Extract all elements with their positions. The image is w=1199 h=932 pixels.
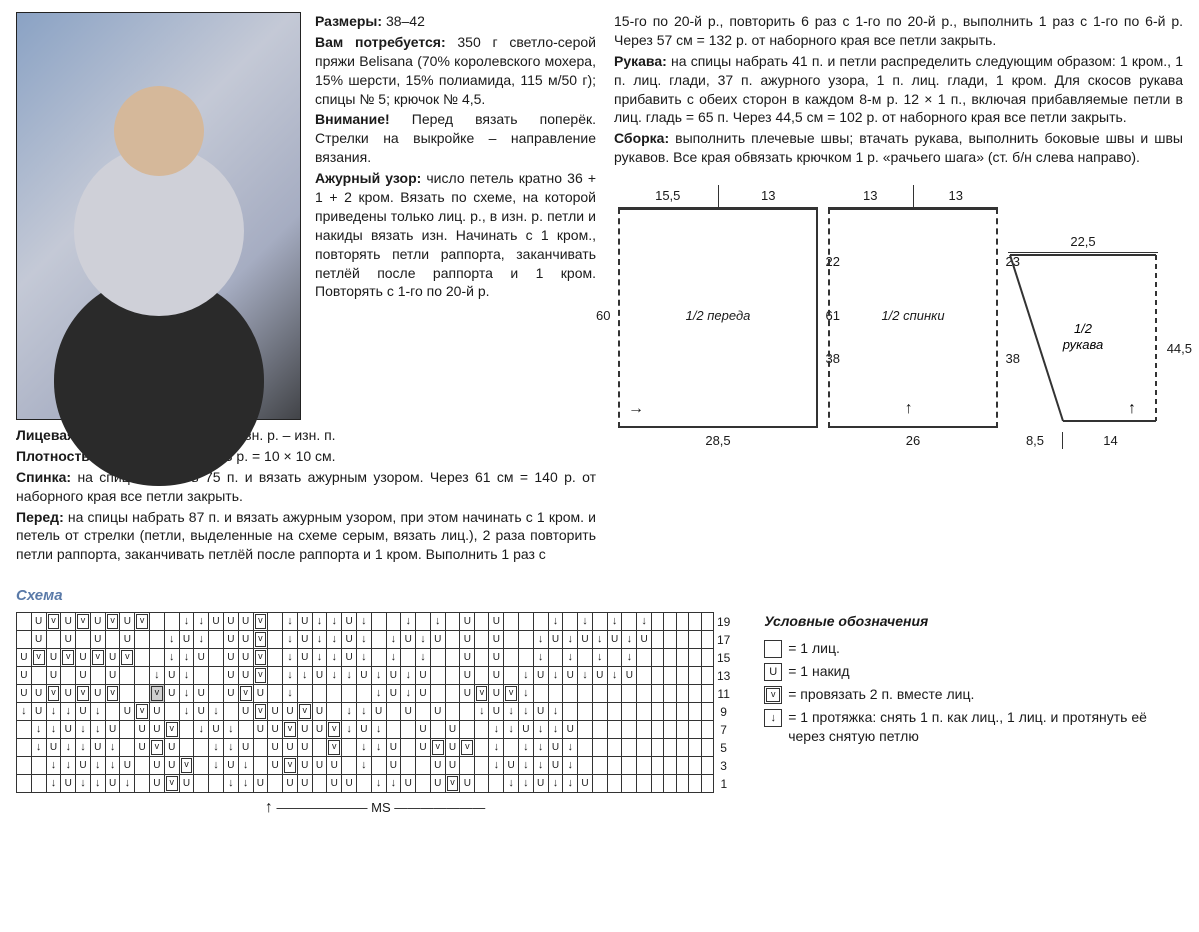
dim: 15,5 <box>618 185 719 207</box>
dim: 26 <box>828 428 998 450</box>
legend-row: ↓ = 1 протяжка: снять 1 п. как лиц., 1 л… <box>764 708 1183 744</box>
sleeves-val: на спицы набрать 41 п. и петли распредел… <box>614 53 1183 126</box>
model-photo <box>16 12 301 420</box>
left-column: Размеры: 38–42 Вам потребуется: 350 г св… <box>16 12 596 566</box>
back-label: Спинка: <box>16 469 71 485</box>
dim: 14 <box>1063 432 1158 450</box>
legend-text: = 1 протяжка: снять 1 п. как лиц., 1 лиц… <box>788 708 1183 744</box>
legend-title: Условные обозначения <box>764 612 1183 631</box>
svg-text:рукава: рукава <box>1062 337 1103 352</box>
back-val: на спицы набрать 75 п. и вязать ажурным … <box>16 469 596 504</box>
piece-sleeve: 22,5 1/2 рукава ↑ 44,5 8,5 14 <box>1008 231 1158 450</box>
schema-wrap: 191715131197531 ↑ ——————— MS ——————— Усл… <box>16 612 1183 819</box>
dim: 13 <box>719 185 819 207</box>
schematics: 15,5 13 1/2 переда 60 22 38 61 → 28,5 13… <box>614 185 1183 449</box>
assembly-val: выполнить плечевые швы; втачать рукава, … <box>614 130 1183 165</box>
top-section: Размеры: 38–42 Вам потребуется: 350 г св… <box>16 12 1183 566</box>
dim: 60 <box>596 307 610 325</box>
piece-back: 13 13 1/2 спинки 23 38 ↑ 26 <box>828 185 998 449</box>
svg-text:1/2: 1/2 <box>1074 321 1093 336</box>
lace-label: Ажурный узор: <box>315 170 421 186</box>
front-label: Перед: <box>16 509 64 525</box>
arrow-icon: → <box>628 398 644 420</box>
ms-label: MS <box>371 800 391 815</box>
photo-block: Размеры: 38–42 Вам потребуется: 350 г св… <box>16 12 596 420</box>
front-val: на спицы набрать 87 п. и вязать ажурным … <box>16 509 596 563</box>
dim: 13 <box>828 185 914 207</box>
legend-row: U = 1 накид <box>764 662 1183 681</box>
sizes-label: Размеры: <box>315 13 382 29</box>
piece-label: 1/2 спинки <box>830 307 996 325</box>
stock-label: Лицевая гладь: <box>16 427 123 443</box>
dim: 13 <box>914 185 999 207</box>
legend-text: = провязать 2 п. вместе лиц. <box>788 685 974 703</box>
stock-val: лиц. р. – лиц. п., изн. р. – изн. п. <box>127 427 335 443</box>
gauge-label: Плотность вязания: <box>16 448 155 464</box>
dim: 28,5 <box>618 428 818 450</box>
piece-label: 1/2 переда <box>620 307 816 325</box>
sleeve-shape: 1/2 рукава ↑ <box>1008 253 1158 423</box>
schema-title: Схема <box>16 586 1183 606</box>
right-column: 15-го по 20-й р., повторить 6 раз с 1-го… <box>614 12 1183 566</box>
continuation: 15-го по 20-й р., повторить 6 раз с 1-го… <box>614 12 1183 50</box>
stitch-chart: 191715131197531 <box>16 612 734 793</box>
legend-sym-ssk: ↓ <box>764 709 782 727</box>
dim: 8,5 <box>1008 432 1063 450</box>
legend-text: = 1 накид <box>788 662 849 680</box>
piece-front: 15,5 13 1/2 переда 60 22 38 61 → 28,5 <box>618 185 818 449</box>
sizes-val: 38–42 <box>386 13 425 29</box>
legend-row: = 1 лиц. <box>764 639 1183 658</box>
legend-sym-knit <box>764 640 782 658</box>
arrow-up-icon: ↑ <box>265 799 273 816</box>
lace-val: число петель кратно 36 + 1 + 2 кром. Вяз… <box>315 170 596 299</box>
dim: 22,5 <box>1008 231 1158 254</box>
legend-sym-k2tog <box>764 686 782 704</box>
legend-sym-yo: U <box>764 663 782 681</box>
assembly-label: Сборка: <box>614 130 669 146</box>
gauge-val: 14,5 п. и 23 р. = 10 × 10 см. <box>159 448 336 464</box>
chart-container: 191715131197531 ↑ ——————— MS ——————— <box>16 612 734 819</box>
legend-text: = 1 лиц. <box>788 639 840 657</box>
sleeves-label: Рукава: <box>614 53 667 69</box>
intro-text: Размеры: 38–42 Вам потребуется: 350 г св… <box>315 12 596 420</box>
svg-text:↑: ↑ <box>1128 400 1136 417</box>
need-label: Вам потребуется: <box>315 34 446 50</box>
dim: 44,5 <box>1167 340 1192 358</box>
attention-label: Внимание! <box>315 111 390 127</box>
ms-marker: ↑ ——————— MS ——————— <box>16 797 734 819</box>
legend-row: = провязать 2 п. вместе лиц. <box>764 685 1183 704</box>
arrow-icon: ↑ <box>905 398 913 420</box>
legend: Условные обозначения = 1 лиц. U = 1 наки… <box>764 612 1183 748</box>
